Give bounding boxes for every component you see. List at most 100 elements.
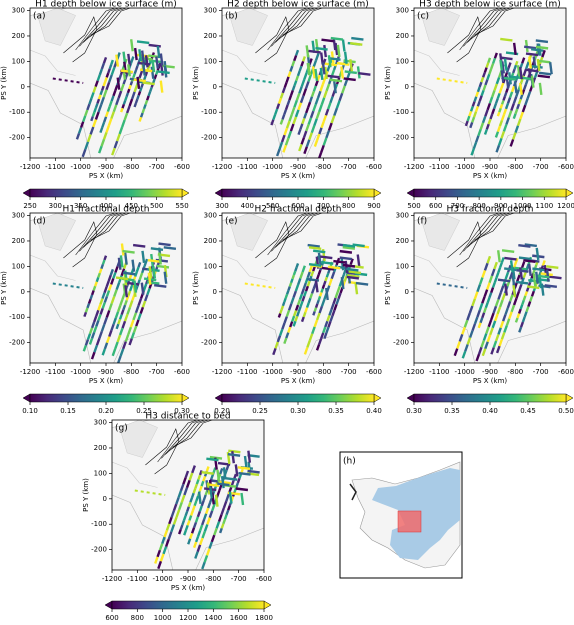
track [208, 541, 213, 550]
track [319, 84, 324, 92]
track [285, 332, 290, 339]
x-tick-label: -1000 [70, 163, 90, 171]
track [281, 301, 286, 307]
track [168, 516, 173, 525]
y-tick-label: 300 [94, 419, 107, 427]
colorbar-tick-label: 800 [131, 614, 144, 622]
track [143, 258, 149, 267]
track [294, 315, 299, 322]
study-area [397, 510, 422, 533]
track [296, 299, 302, 306]
track [293, 80, 298, 86]
track [93, 107, 98, 113]
glacier-outline [463, 8, 503, 47]
colorbar-extend [565, 188, 574, 198]
track [194, 516, 200, 523]
track [477, 346, 483, 355]
track [100, 96, 105, 106]
track [195, 495, 200, 502]
track [292, 116, 298, 125]
track [296, 278, 302, 286]
track [100, 138, 106, 147]
track [513, 257, 519, 266]
track [495, 345, 501, 354]
track [499, 59, 504, 72]
track [299, 95, 305, 104]
track [315, 344, 321, 351]
track [461, 350, 467, 359]
track [493, 261, 498, 270]
track [325, 287, 329, 301]
track [298, 65, 303, 72]
track [306, 280, 311, 287]
track [463, 319, 469, 328]
track [336, 44, 341, 58]
panel-title: H1 fractional depth [63, 205, 150, 215]
track [52, 282, 84, 289]
track [198, 485, 203, 492]
track [77, 127, 83, 134]
track [105, 125, 111, 133]
track [127, 53, 131, 67]
track [523, 259, 536, 264]
track [152, 78, 156, 84]
glacier-outline [157, 420, 198, 463]
colorbar-tick-label: 800 [342, 202, 355, 210]
track [327, 102, 332, 110]
track [473, 96, 478, 102]
track [549, 275, 562, 280]
panel-label: (b) [225, 12, 238, 22]
track [103, 255, 108, 261]
ice-shelf [421, 8, 460, 46]
track [339, 249, 353, 254]
track [150, 247, 164, 251]
y-tick-label: 100 [94, 469, 107, 477]
y-tick-label: 200 [94, 444, 107, 452]
track [117, 318, 122, 325]
track [191, 505, 196, 512]
track [115, 97, 120, 106]
coast-line [222, 82, 284, 158]
track [325, 130, 331, 139]
track [133, 280, 138, 293]
glacier-outline [145, 428, 180, 475]
track [508, 311, 513, 320]
track [478, 277, 484, 286]
track [132, 243, 146, 248]
track [137, 261, 142, 268]
panel-label: (e) [225, 217, 238, 227]
track [164, 538, 170, 547]
track [208, 510, 214, 519]
track [238, 471, 251, 476]
track [518, 256, 532, 261]
x-tick-label: -800 [205, 575, 221, 583]
map-panel: -1200 -1100 -1000 -900 -800 -700 -600-200-1000… [384, 0, 574, 210]
track [95, 309, 100, 317]
track [188, 472, 194, 481]
track [498, 299, 504, 308]
colorbar-tick-label: 0.15 [60, 407, 76, 415]
track [509, 260, 514, 273]
track [280, 305, 285, 311]
track [497, 278, 511, 283]
track [218, 480, 231, 485]
track [327, 55, 332, 68]
track [97, 304, 102, 311]
track [200, 518, 206, 526]
track [343, 51, 348, 64]
track [349, 258, 354, 265]
glacier-outline [282, 8, 323, 36]
track [119, 299, 124, 307]
track [247, 450, 252, 463]
track [197, 474, 202, 480]
track [182, 515, 187, 521]
track [329, 96, 334, 104]
track [287, 130, 293, 139]
track [319, 67, 324, 81]
track [510, 304, 516, 313]
track [491, 90, 496, 98]
track [504, 307, 509, 316]
track [116, 334, 122, 343]
track [228, 491, 233, 504]
x-tick-label: -1100 [237, 368, 257, 376]
